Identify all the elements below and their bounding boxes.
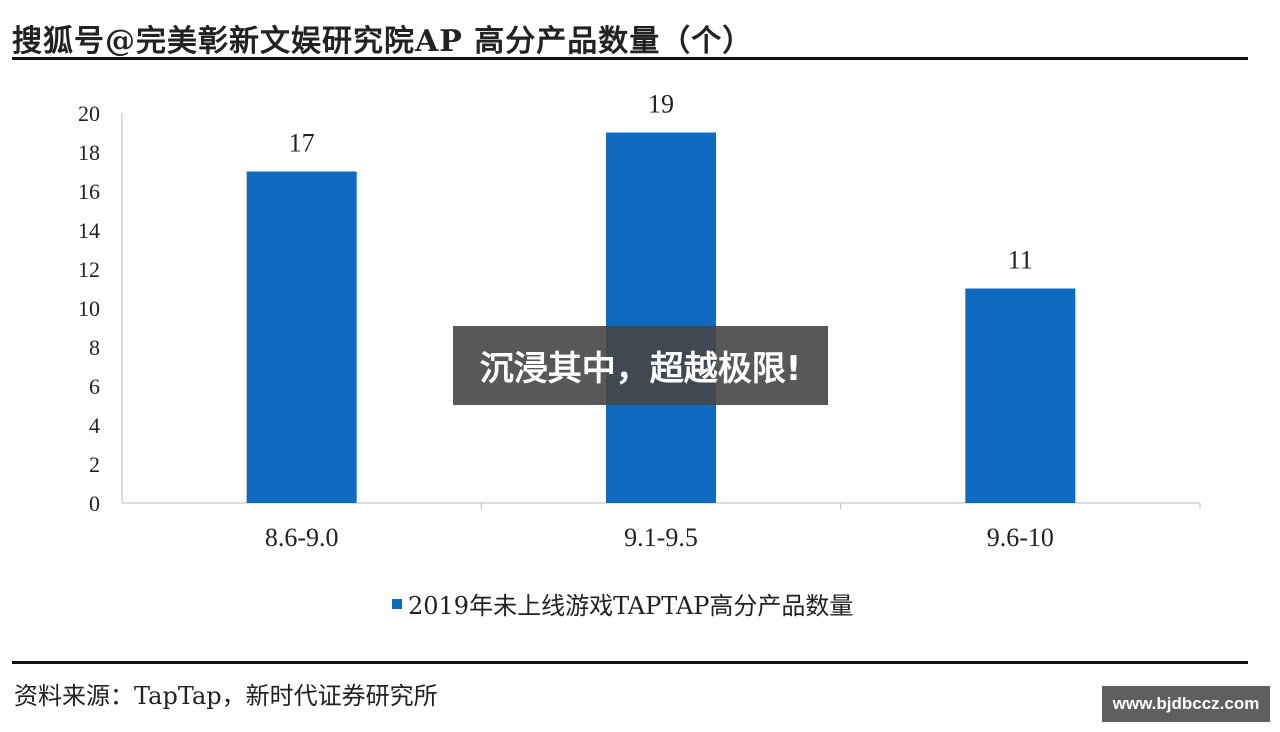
legend-label: 2019年未上线游戏TAPTAP高分产品数量 (408, 592, 854, 620)
x-tick-label: 9.1-9.5 (624, 523, 698, 552)
bar (606, 132, 716, 503)
y-tick-label: 4 (89, 413, 100, 438)
x-tick-label: 9.6-10 (987, 523, 1054, 552)
top-rule (12, 57, 1248, 60)
bar (965, 288, 1076, 503)
legend-swatch (392, 598, 402, 609)
overlay-banner: 沉浸其中，超越极限! (453, 326, 828, 405)
chart-title: 搜狐号@完美彰新文娱研究院AP 高分产品数量（个） (12, 24, 754, 59)
data-label: 17 (289, 129, 315, 158)
x-tick-label: 8.6-9.0 (265, 523, 339, 552)
y-tick-label: 2 (89, 452, 100, 477)
y-tick-label: 6 (89, 374, 100, 399)
y-tick-label: 20 (78, 101, 100, 126)
y-tick-label: 12 (78, 257, 100, 282)
watermark: www.bjdbccz.com (1102, 686, 1270, 722)
legend: 2019年未上线游戏TAPTAP高分产品数量 (392, 586, 853, 621)
y-tick-label: 0 (89, 491, 100, 516)
y-tick-label: 18 (78, 140, 100, 165)
data-label: 11 (1008, 246, 1033, 275)
bar (246, 171, 357, 503)
y-tick-label: 16 (78, 179, 100, 204)
y-tick-label: 8 (89, 335, 100, 360)
source-note: 资料来源：TapTap，新时代证券研究所 (14, 682, 438, 710)
y-tick-label: 10 (78, 296, 100, 321)
bottom-rule (12, 661, 1248, 664)
data-label: 19 (648, 90, 674, 119)
y-tick-label: 14 (78, 218, 100, 243)
